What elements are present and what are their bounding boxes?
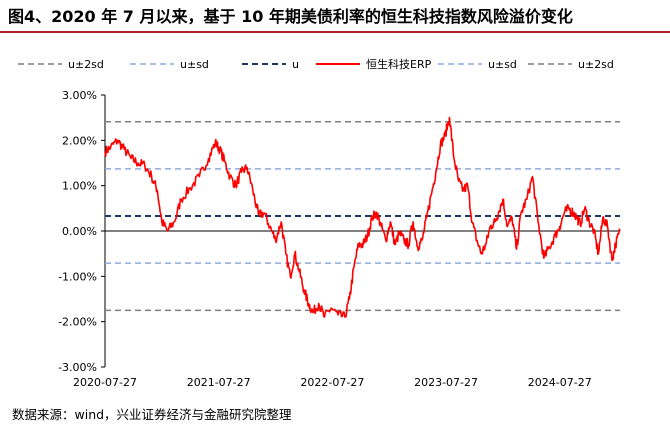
- x-tick-label: 2022-07-27: [300, 376, 364, 389]
- legend-swatch-2sd-right: [528, 63, 572, 65]
- erp-series-line: [104, 116, 621, 318]
- chart-legend: u±2sd u±sd u 恒生科技ERP u±sd u±2sd: [8, 57, 628, 71]
- y-tick-label: -1.00%: [58, 270, 97, 283]
- legend-swatch-2sd-left: [18, 63, 62, 65]
- x-tick-label: 2020-07-27: [73, 376, 137, 389]
- legend-item-erp: 恒生科技ERP: [316, 57, 431, 71]
- title-divider: [0, 31, 670, 33]
- legend-item-u: u: [242, 57, 299, 71]
- x-tick-label: 2024-07-27: [528, 376, 592, 389]
- legend-swatch-sd-right: [438, 63, 482, 65]
- x-tick-label: 2021-07-27: [187, 376, 251, 389]
- x-tick-label: 2023-07-27: [414, 376, 478, 389]
- chart-title: 图4、2020 年 7 月以来，基于 10 年期美债利率的恒生科技指数风险溢价变…: [8, 7, 573, 26]
- y-tick-label: -3.00%: [58, 361, 97, 374]
- y-tick-label: 1.00%: [62, 180, 97, 193]
- legend-item-u-plus-minus-2sd-right: u±2sd: [528, 57, 614, 71]
- legend-label: u±2sd: [578, 57, 614, 71]
- legend-item-u-plus-minus-2sd-left: u±2sd: [18, 57, 104, 71]
- legend-swatch-mean: [242, 63, 286, 65]
- legend-swatch-erp: [316, 63, 360, 65]
- erp-line-chart: 3.00% 2.00% 1.00% 0.00% -1.00% -2.00% -3.00% 20…: [58, 89, 621, 389]
- legend-label: u: [292, 57, 299, 71]
- legend-label: 恒生科技ERP: [366, 58, 432, 71]
- legend-label: u±2sd: [68, 57, 104, 71]
- y-tick-label: 2.00%: [62, 134, 97, 147]
- y-tick-label: -2.00%: [58, 316, 97, 329]
- legend-item-u-plus-minus-sd-left: u±sd: [130, 57, 209, 71]
- legend-item-u-plus-minus-sd-right: u±sd: [438, 57, 517, 71]
- legend-label: u±sd: [180, 57, 209, 71]
- legend-swatch-sd-left: [130, 63, 174, 65]
- legend-label: u±sd: [488, 57, 517, 71]
- data-source-note: 数据来源：wind，兴业证券经济与金融研究院整理: [12, 407, 292, 422]
- y-tick-label: 0.00%: [62, 225, 97, 238]
- y-tick-label: 3.00%: [62, 89, 97, 102]
